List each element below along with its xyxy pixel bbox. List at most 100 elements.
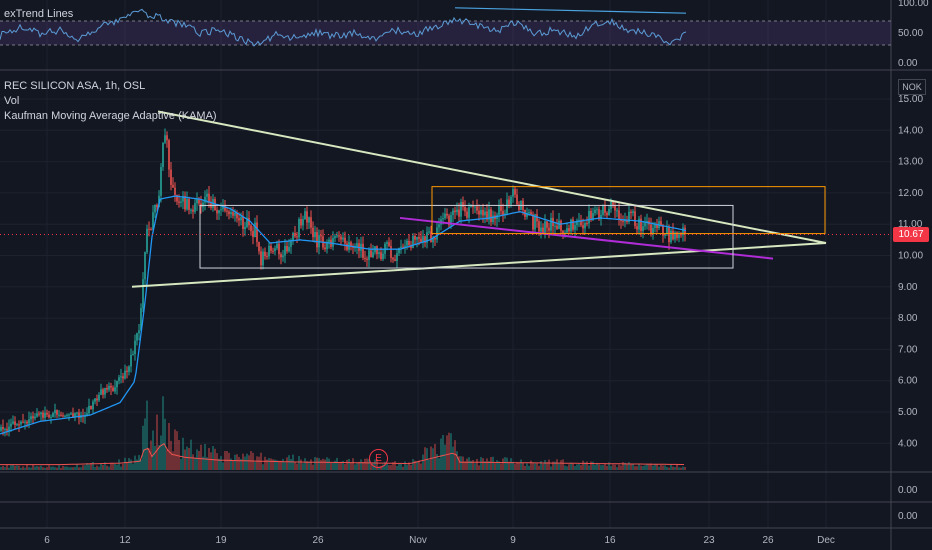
candle-body [222,205,224,210]
earnings-marker[interactable]: E [369,449,388,468]
volume-bar [156,414,158,470]
volume-bar [562,459,564,470]
candle-body [482,209,484,216]
candle-body [178,201,180,203]
volume-bar [268,458,270,470]
candle-body [148,228,150,230]
candles [0,128,686,437]
volume-bar [352,458,354,470]
candle-body [628,211,630,222]
volume-bar [0,466,2,470]
volume-bar [544,460,546,470]
candle-body [488,209,490,220]
candle-body [600,214,602,220]
volume-bar [286,457,288,470]
currency-badge[interactable]: NOK [898,79,926,95]
volume-bar [600,465,602,470]
volume-bar [192,454,194,470]
candle-body [134,340,136,355]
volume-bar [34,466,36,470]
candle-body [288,246,290,252]
candle-body [58,414,60,416]
candle-body [304,211,306,220]
volume-bar [546,462,548,470]
volume-bar [86,463,88,470]
volume-bar [446,435,448,470]
candle-body [598,209,600,220]
candle-body [630,211,632,214]
volume-bar [188,448,190,470]
price-tick-11: 4.00 [898,438,918,449]
volume-bar [412,459,414,470]
volume-bar [486,458,488,470]
candle-body [398,247,400,254]
candle-body [124,370,126,379]
candle-body [122,376,124,379]
volume-bar [70,467,72,470]
price-tick-4: 11.00 [898,219,923,230]
volume-bar [622,462,624,470]
candle-body [674,232,676,240]
volume-bar [284,462,286,470]
candle-body [70,413,72,415]
candle-body [64,415,66,417]
volume-bar [614,464,616,470]
volume-bar [542,463,544,470]
candle-body [490,209,492,223]
time-tick-7: 23 [703,535,715,546]
candle-body [40,412,42,415]
volume-bar [500,463,502,470]
price-tick-3: 12.00 [898,188,923,199]
candle-body [594,209,596,214]
rsi-tick-1: 50.00 [898,28,923,39]
candle-body [364,257,366,259]
volume-bar [666,466,668,470]
candle-body [626,220,628,222]
volume-bar [416,461,418,470]
volume-bar [638,463,640,470]
volume-bar [626,463,628,470]
candle-body [452,210,454,215]
volume-bar [222,462,224,470]
candle-body [18,424,20,426]
candle-body [662,225,664,236]
candle-body [118,377,120,381]
volume-bar [630,464,632,470]
candle-body [126,370,128,372]
volume-bar [588,465,590,470]
candle-body [142,279,144,309]
volume-bar [636,466,638,470]
candle-body [590,210,592,219]
volume-bar [484,461,486,470]
candle-body [190,209,192,211]
volume-bar [246,453,248,470]
volume-bar [36,466,38,470]
candle-body [146,228,148,253]
candle-body [408,240,410,245]
volume-bar [642,466,644,470]
volume-bar [678,467,680,470]
volume-bar [396,466,398,470]
volume-bar [586,461,588,470]
volume-bar [632,463,634,470]
volume-bar [88,464,90,470]
volume-bar [330,462,332,470]
candle-body [316,232,318,248]
candle-body [542,227,544,234]
candle-body [474,206,476,208]
volume-bar [274,459,276,470]
volume-bar [470,460,472,470]
volume-bar [606,465,608,470]
candle-body [98,394,100,401]
candle-body [160,167,162,196]
volume-bar [42,467,44,470]
volume-bar [320,459,322,470]
candle-body [152,212,154,230]
candle-body [644,222,646,227]
volume-bar [640,465,642,470]
candle-body [132,354,134,356]
volume-bar [496,460,498,470]
volume-bar [78,467,80,470]
volume-bar [296,463,298,470]
